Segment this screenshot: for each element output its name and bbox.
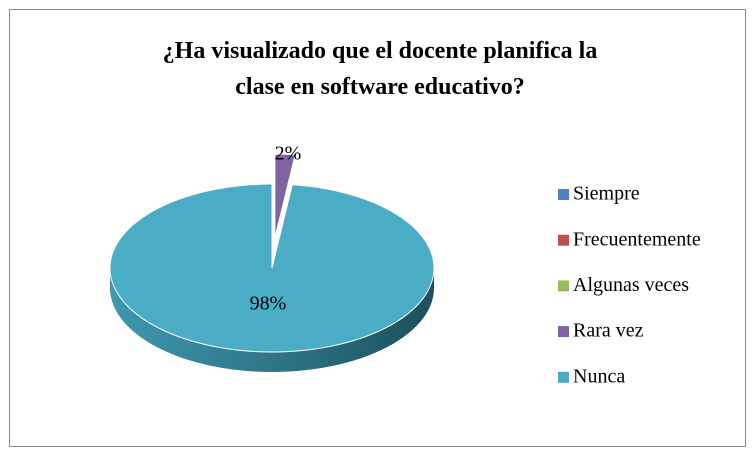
legend-label: Nunca bbox=[573, 365, 625, 387]
data-label: 2% bbox=[275, 143, 302, 165]
chart-title: ¿Ha visualizado que el docente planifica… bbox=[163, 38, 598, 100]
pie-slice bbox=[109, 183, 435, 353]
data-label: 98% bbox=[250, 293, 287, 315]
legend-label: Rara vez bbox=[573, 320, 644, 342]
legend-label: Algunas veces bbox=[573, 274, 689, 296]
legend-label: Siempre bbox=[573, 183, 640, 205]
legend-swatch bbox=[558, 234, 569, 246]
pie-side bbox=[110, 268, 434, 372]
legend-swatch bbox=[558, 189, 569, 200]
pie-slice bbox=[274, 153, 296, 239]
legend-label: Frecuentemente bbox=[573, 228, 701, 250]
legend-swatch bbox=[558, 326, 569, 338]
legend-swatch bbox=[558, 371, 569, 383]
legend-swatch bbox=[558, 280, 569, 292]
